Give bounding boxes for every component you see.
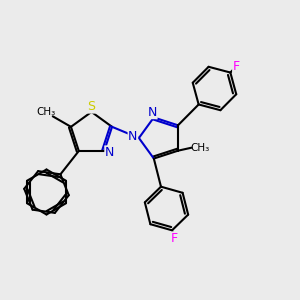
Text: N: N xyxy=(148,106,157,118)
Text: S: S xyxy=(88,100,95,113)
Text: CH₃: CH₃ xyxy=(191,143,210,153)
Text: F: F xyxy=(170,232,178,245)
Text: N: N xyxy=(128,130,138,143)
Text: F: F xyxy=(233,60,240,73)
Text: N: N xyxy=(105,146,114,159)
Text: CH₃: CH₃ xyxy=(37,107,56,117)
